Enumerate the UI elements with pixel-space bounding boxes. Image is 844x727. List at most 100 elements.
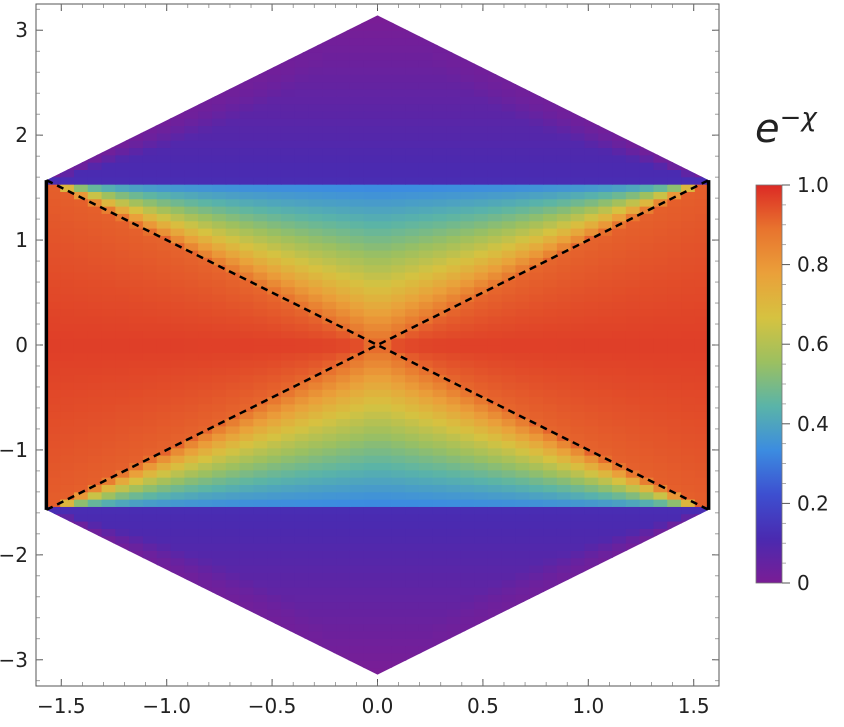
heat-cell (280, 352, 296, 361)
heat-cell (598, 579, 613, 588)
heat-cell (667, 59, 682, 68)
heat-cell (391, 462, 406, 471)
heat-cell (363, 425, 379, 434)
heat-cell (156, 15, 172, 24)
heat-cell (612, 51, 627, 61)
heat-cell (211, 374, 227, 383)
heat-cell (681, 638, 696, 647)
heat-cell (225, 403, 241, 412)
heat-cell (60, 235, 75, 244)
heat-cell (681, 279, 696, 288)
heat-cell (253, 264, 268, 273)
heat-cell (184, 198, 199, 207)
heat-cell (598, 37, 613, 46)
heat-cell (653, 564, 669, 573)
heat-cell (336, 264, 351, 273)
heat-cell (694, 139, 709, 149)
heat-cell (474, 608, 489, 617)
heat-cell (142, 176, 158, 185)
heat-cell (73, 235, 89, 244)
heat-cell (87, 572, 103, 581)
heat-cell (170, 257, 186, 266)
heat-cell (570, 330, 586, 339)
heat-cell (198, 572, 213, 581)
heat-cell (211, 345, 227, 354)
heat-cell (391, 161, 406, 170)
heat-cell (363, 638, 379, 647)
heat-cell (543, 432, 558, 442)
heat-cell (667, 352, 682, 361)
heat-cell (225, 257, 241, 266)
heat-cell (556, 81, 572, 90)
heat-cell (694, 315, 709, 324)
heat-cell (460, 330, 475, 339)
heat-cell (391, 264, 406, 273)
heat-cell (543, 528, 558, 537)
heat-cell (294, 484, 310, 493)
heat-cell (432, 110, 448, 119)
heat-cell (515, 30, 531, 39)
heat-cell (377, 154, 393, 163)
heat-cell (156, 623, 172, 632)
heat-cell (115, 110, 130, 119)
heat-cell (363, 374, 379, 383)
heat-cell (681, 359, 696, 368)
heat-cell (129, 22, 144, 31)
heat-cell (515, 425, 531, 434)
heat-cell (681, 418, 696, 427)
heat-cell (211, 418, 227, 427)
heat-cell (570, 59, 586, 68)
heat-cell (87, 139, 103, 149)
heat-cell (322, 103, 337, 112)
heat-cell (543, 315, 558, 324)
heat-cell (584, 506, 600, 515)
heat-cell (487, 403, 503, 412)
heat-cell (60, 388, 75, 398)
heat-cell (598, 117, 613, 127)
heat-cell (308, 550, 324, 559)
heat-cell (308, 476, 324, 485)
heat-cell (570, 37, 586, 46)
heat-cell (60, 616, 75, 625)
heat-cell (418, 498, 434, 507)
heat-cell (570, 315, 586, 324)
heat-cell (87, 191, 103, 200)
heat-cell (198, 315, 213, 324)
heat-cell (336, 30, 351, 39)
heat-cell (211, 293, 227, 302)
heat-cell (46, 535, 61, 544)
heat-cell (225, 557, 241, 566)
heat-cell (211, 198, 227, 207)
heat-cell (170, 125, 186, 134)
heat-cell (515, 139, 531, 149)
heat-cell (391, 469, 406, 478)
heat-cell (681, 73, 696, 83)
heat-cell (129, 235, 144, 244)
heat-cell (639, 418, 655, 427)
heat-cell (598, 586, 613, 595)
heat-cell (322, 51, 337, 61)
heat-cell (446, 301, 462, 310)
heat-cell (501, 213, 517, 222)
heat-cell (294, 271, 310, 280)
heat-cell (405, 139, 420, 149)
heat-cell (515, 110, 531, 119)
heat-cell (529, 293, 544, 302)
heat-cell (391, 132, 406, 141)
heat-cell (87, 454, 103, 464)
heat-cell (363, 139, 379, 149)
heat-cell (115, 652, 130, 661)
heat-cell (639, 469, 655, 478)
heat-cell (667, 403, 682, 412)
heat-cell (280, 169, 296, 178)
heat-cell (170, 586, 186, 595)
heat-cell (87, 308, 103, 317)
heat-cell (529, 227, 544, 236)
heat-cell (198, 557, 213, 566)
heat-cell (653, 264, 669, 273)
heat-cell (198, 601, 213, 610)
heat-cell (694, 161, 709, 170)
heat-cell (336, 37, 351, 46)
heat-cell (363, 73, 379, 83)
heat-cell (211, 161, 227, 170)
